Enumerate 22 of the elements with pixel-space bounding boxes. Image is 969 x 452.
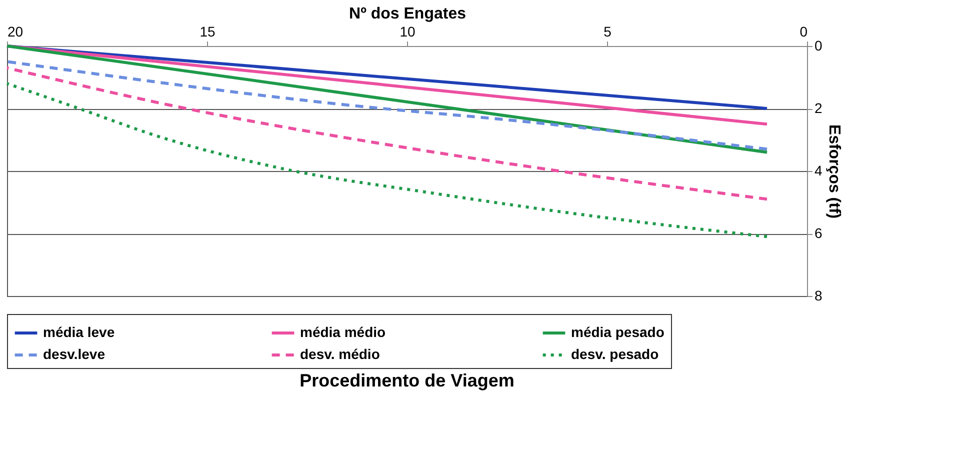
line-series [6,60,768,151]
x-tick-label: 5 [604,24,612,40]
legend-label: média médio [300,324,386,340]
y-tick-label: 0 [814,38,822,54]
line-series [6,66,768,201]
x-axis-title: Nº dos Engates [349,6,466,22]
text: Procedimento de Viagem [300,370,514,390]
line-series [6,82,768,238]
y-tick-label: 6 [814,225,822,241]
x-tick-label: 20 [8,24,24,40]
legend-label: média leve [43,324,115,340]
y-tick-label: 8 [814,288,822,304]
y-tick-label: 2 [814,100,822,116]
legend-label: desv.leve [43,346,106,362]
x-tick-label: 0 [800,24,808,40]
legend-label: desv. médio [300,346,380,362]
x-tick-label: 10 [400,24,416,40]
legend-label: desv. pesado [571,346,659,362]
y-axis-title: Esforços (tf) [825,124,842,219]
legend-label: média pesado [571,324,664,340]
x-tick-label: 15 [200,24,216,40]
y-tick-label: 4 [814,162,822,178]
